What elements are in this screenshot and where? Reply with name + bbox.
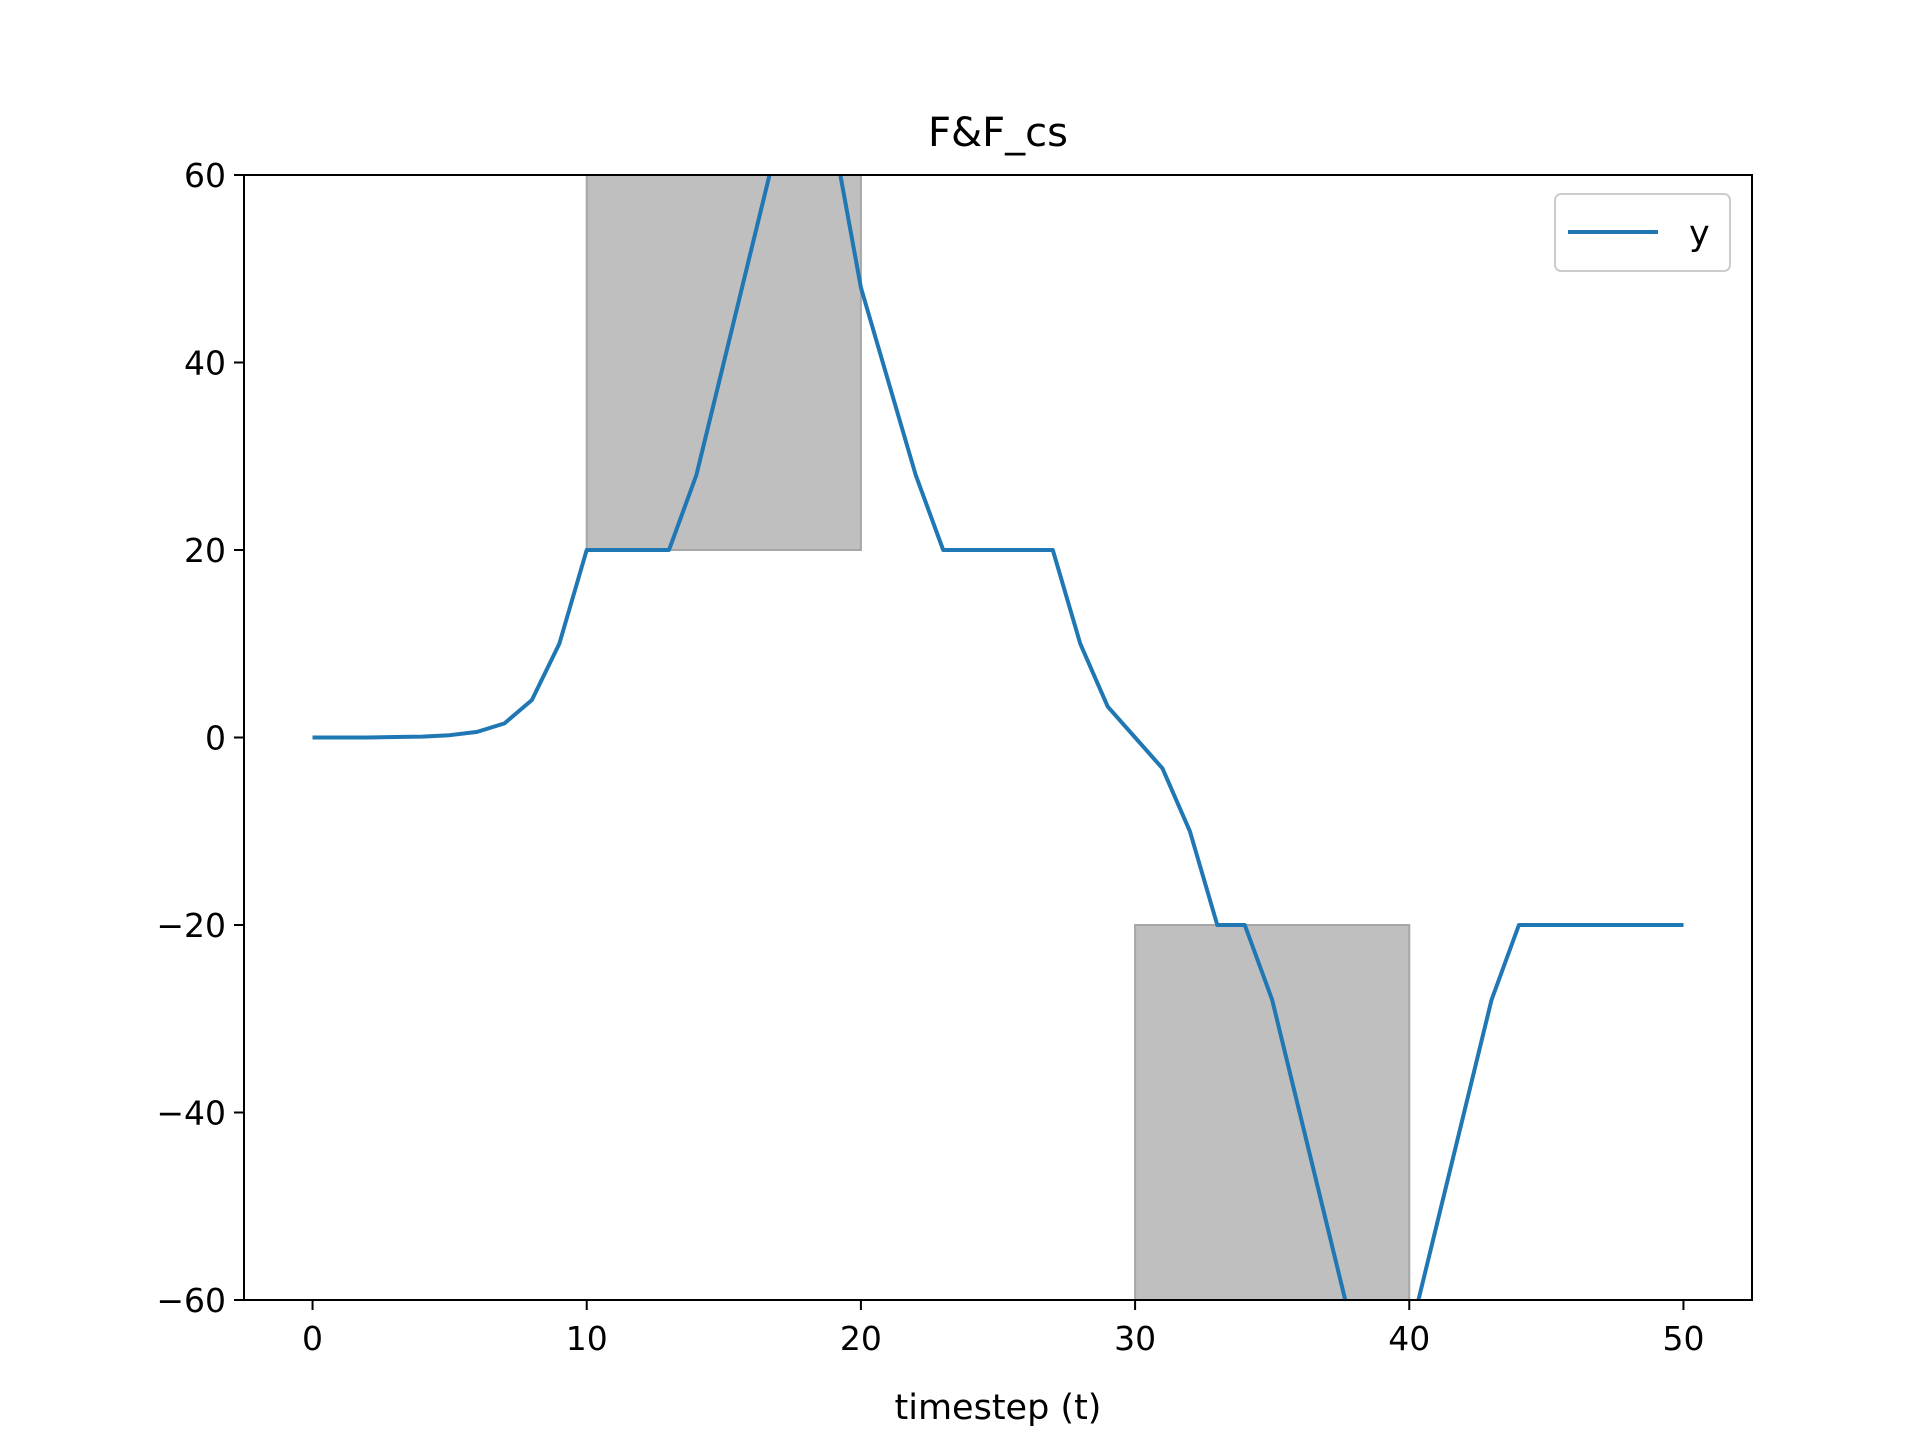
y-tick-label: −20 [156, 906, 226, 945]
plot-frame [243, 174, 1753, 1301]
x-axis: 0 10 20 30 40 50 [302, 1300, 1704, 1358]
series-line-y [312, 175, 1684, 1300]
x-axis-label: timestep (t) [895, 1388, 1102, 1428]
y-tick-label: 60 [184, 156, 226, 195]
y-tick-label: −40 [156, 1094, 226, 1133]
chart-title: F&F_cs [928, 110, 1068, 156]
y-tick-label: 0 [205, 719, 226, 758]
y-tick-label: 20 [184, 531, 226, 570]
x-tick-label: 40 [1388, 1319, 1430, 1358]
x-tick-label: 0 [302, 1319, 323, 1358]
x-tick-label: 10 [566, 1319, 608, 1358]
y-tick-label: 40 [184, 344, 226, 383]
x-tick-label: 20 [840, 1319, 882, 1358]
x-tick-label: 50 [1662, 1319, 1704, 1358]
y-tick-label: −60 [156, 1281, 226, 1320]
shaded-regions [585, 175, 1411, 1300]
x-tick-label: 30 [1114, 1319, 1156, 1358]
legend: y [1554, 193, 1731, 272]
series-group [312, 175, 1684, 1300]
legend-label-y: y [1689, 214, 1710, 254]
shaded-region-2 [1134, 924, 1411, 1300]
y-axis: −60 −40 −20 0 20 40 60 [156, 156, 244, 1320]
